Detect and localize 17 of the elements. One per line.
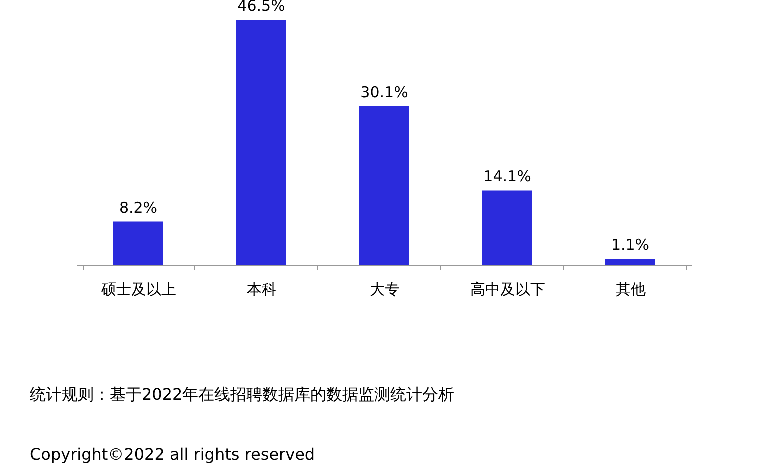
text: Copyright©2022 all rights reserved	[30, 445, 316, 464]
data-label: 46.5%	[238, 0, 286, 15]
data-label: 1.1%	[611, 236, 650, 254]
bar	[360, 106, 410, 265]
bar	[606, 259, 656, 265]
text: 统计规则：基于2022年在线招聘数据库的数据监测统计分析	[30, 385, 455, 404]
x-tick-label: 高中及以下	[470, 280, 546, 298]
data-label: 30.1%	[360, 83, 408, 102]
x-tick-label: 本科	[247, 280, 277, 298]
data-label: 14.1%	[484, 168, 532, 186]
data-label: 8.2%	[119, 198, 158, 217]
bar	[482, 190, 532, 265]
bar	[114, 222, 164, 265]
bar	[236, 20, 286, 265]
x-tick-label: 其他	[616, 280, 646, 298]
x-tick-label: 硕士及以上	[100, 280, 176, 298]
x-tick-label: 大专	[370, 280, 400, 298]
